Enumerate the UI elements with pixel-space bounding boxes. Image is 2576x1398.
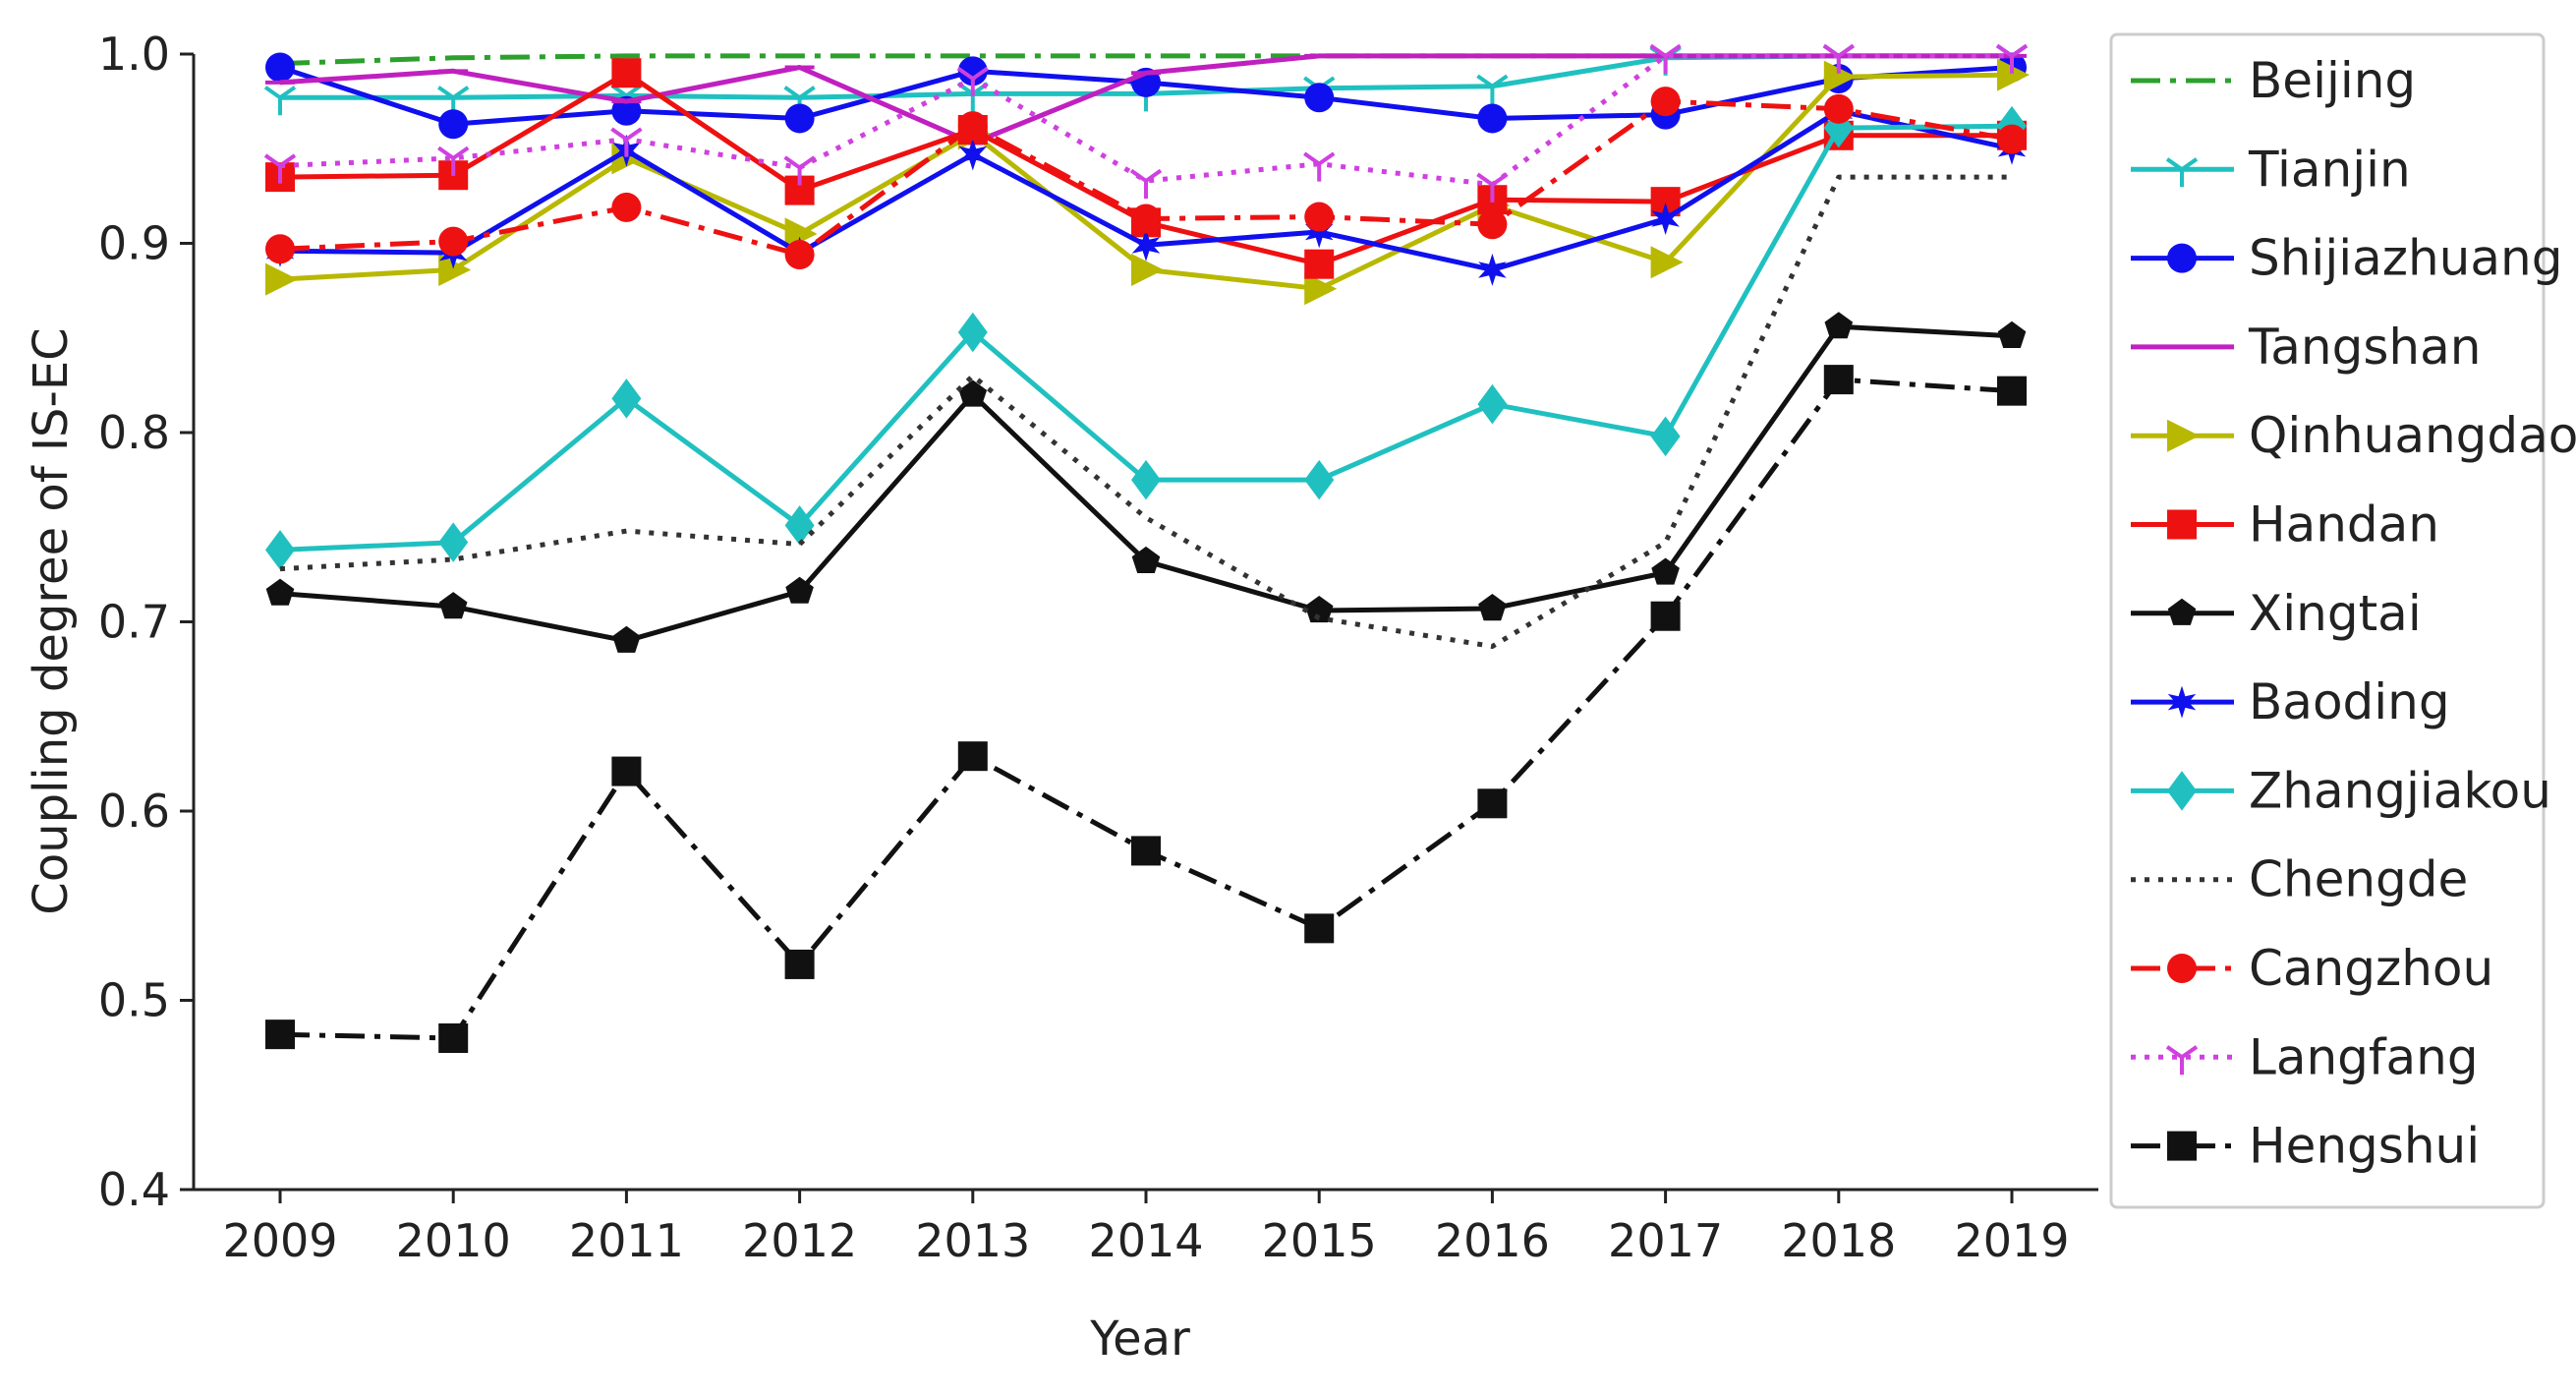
data-point-xingtai: [612, 626, 641, 653]
legend-label-xingtai: Xingtai: [2249, 585, 2422, 642]
legend-label-hengshui: Hengshui: [2249, 1118, 2480, 1175]
data-point-hengshui: [958, 741, 988, 771]
data-point-qinhuangdao: [265, 263, 298, 296]
legend-marker-handan: [2167, 510, 2197, 540]
legend-label-tianjin: Tianjin: [2248, 141, 2411, 198]
x-tick-label: 2012: [742, 1214, 857, 1267]
y-tick-label: 0.4: [98, 1163, 170, 1216]
x-tick-label: 2009: [222, 1214, 337, 1267]
data-point-cangzhou: [611, 193, 641, 222]
y-tick-label: 0.5: [98, 974, 170, 1027]
legend-label-beijing: Beijing: [2249, 52, 2416, 109]
data-point-xingtai: [439, 592, 468, 618]
data-point-cangzhou: [958, 111, 988, 141]
y-tick-label: 0.9: [98, 217, 170, 270]
data-point-hengshui: [1651, 602, 1681, 631]
data-point-tianjin: [1477, 76, 1507, 104]
data-point-zhangjiakou: [1131, 460, 1161, 500]
y-tick-label: 0.8: [98, 406, 170, 459]
x-tick-label: 2018: [1781, 1214, 1896, 1267]
data-point-shijiazhuang: [1304, 83, 1334, 112]
legend-label-handan: Handan: [2249, 496, 2439, 553]
data-point-cangzhou: [438, 227, 468, 257]
x-tick-label: 2016: [1435, 1214, 1550, 1267]
data-point-xingtai: [1825, 312, 1854, 338]
x-tick-label: 2010: [396, 1214, 511, 1267]
data-point-hengshui: [1477, 788, 1507, 818]
data-point-cangzhou: [1131, 204, 1161, 233]
legend-marker-shijiazhuang: [2167, 244, 2197, 273]
data-point-shijiazhuang: [438, 109, 468, 139]
data-point-cangzhou: [1997, 125, 2027, 154]
legend: Beijing Tianjin Shijiazhuang Tangshan Qinhua…: [2111, 34, 2576, 1207]
legend-label-shijiazhuang: Shijiazhuang: [2249, 230, 2562, 287]
data-point-qinhuangdao: [1131, 254, 1164, 286]
plot-axes: Year Coupling degree of IS-EC 0.4 0.5 0.6 0…: [24, 28, 2098, 1367]
chart-figure: Year Coupling degree of IS-EC 0.4 0.5 0.6 0…: [0, 0, 2576, 1393]
legend-label-langfang: Langfang: [2249, 1028, 2479, 1085]
data-point-cangzhou: [1477, 209, 1507, 239]
x-tick-label: 2011: [569, 1214, 684, 1267]
y-tick-label: 1.0: [98, 28, 170, 81]
data-point-cangzhou: [1651, 87, 1681, 116]
data-point-xingtai: [959, 380, 988, 407]
data-point-hengshui: [438, 1023, 468, 1053]
data-point-cangzhou: [1824, 94, 1854, 124]
data-point-cangzhou: [1304, 203, 1334, 232]
legend-label-zhangjiakou: Zhangjiakou: [2249, 762, 2551, 819]
legend-label-tangshan: Tangshan: [2248, 319, 2481, 376]
x-axis-title: Year: [1089, 1311, 1190, 1367]
legend-label-qinhuangdao: Qinhuangdao: [2249, 407, 2576, 464]
data-point-hengshui: [1131, 836, 1161, 865]
data-point-hengshui: [785, 950, 815, 979]
data-point-cangzhou: [785, 240, 815, 269]
x-tick-label: 2017: [1608, 1214, 1723, 1267]
data-point-xingtai: [1478, 594, 1507, 620]
data-point-zhangjiakou: [611, 379, 641, 419]
data-point-zhangjiakou: [265, 530, 295, 570]
y-axis-title: Coupling degree of IS-EC: [24, 327, 79, 914]
y-tick-label: 0.7: [98, 596, 170, 649]
data-point-shijiazhuang: [1477, 103, 1507, 133]
data-point-xingtai: [1998, 321, 2027, 348]
line-chart: Year Coupling degree of IS-EC 0.4 0.5 0.6 0…: [0, 0, 2576, 1393]
data-point-zhangjiakou: [1304, 460, 1334, 500]
data-point-cangzhou: [265, 234, 295, 263]
data-point-xingtai: [266, 579, 295, 606]
x-tick-label: 2015: [1262, 1214, 1377, 1267]
data-point-tianjin: [265, 87, 295, 116]
legend-label-chengde: Chengde: [2249, 851, 2468, 908]
data-point-zhangjiakou: [438, 522, 468, 562]
x-tick-label: 2019: [1954, 1214, 2069, 1267]
x-tick-label: 2014: [1088, 1214, 1203, 1267]
data-point-hengshui: [1304, 913, 1334, 943]
data-point-shijiazhuang: [265, 52, 295, 82]
legend-marker-hengshui: [2167, 1132, 2197, 1161]
data-point-zhangjiakou: [1477, 384, 1507, 425]
data-point-shijiazhuang: [785, 103, 815, 133]
data-point-handan: [1304, 250, 1334, 279]
data-point-langfang: [1131, 170, 1161, 199]
legend-marker-cangzhou: [2167, 954, 2197, 983]
data-point-hengshui: [611, 757, 641, 786]
data-point-hengshui: [1824, 365, 1854, 394]
plot-lines: [265, 45, 2030, 1053]
legend-label-cangzhou: Cangzhou: [2249, 940, 2493, 997]
data-point-handan: [611, 58, 641, 87]
x-tick-label: 2013: [915, 1214, 1030, 1267]
data-point-hengshui: [265, 1019, 295, 1049]
data-point-hengshui: [1997, 377, 2027, 406]
y-tick-label: 0.6: [98, 785, 170, 838]
legend-label-baoding: Baoding: [2249, 673, 2450, 730]
